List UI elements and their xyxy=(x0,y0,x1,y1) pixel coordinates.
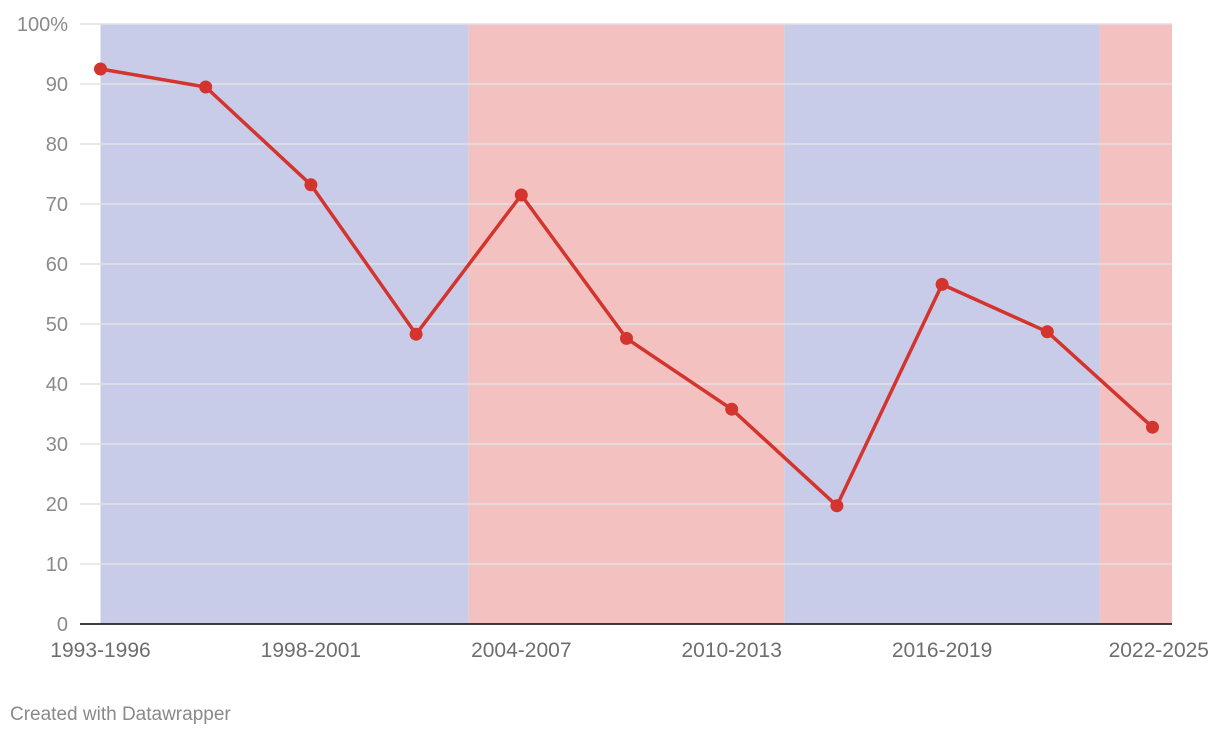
y-tick-label: 80 xyxy=(46,134,68,156)
data-point xyxy=(830,499,844,513)
x-tick-label: 2010-2013 xyxy=(681,639,781,662)
data-point xyxy=(1040,325,1054,339)
data-point xyxy=(620,331,633,345)
x-tick-label: 1993-1996 xyxy=(50,639,150,662)
y-axis-labels: 0 10 20 30 40 50 60 70 80 90 100% xyxy=(17,14,68,636)
x-axis-labels: 1993-1996 1998-2001 2004-2007 2010-2013 2016… xyxy=(50,639,1209,662)
y-tick-label: 0 xyxy=(57,614,68,636)
y-tick-label: 20 xyxy=(46,494,68,516)
data-point xyxy=(304,178,318,192)
y-tick-label: 50 xyxy=(46,314,68,336)
y-tick-label: 30 xyxy=(46,434,68,456)
y-tick-label: 70 xyxy=(46,194,68,216)
x-tick-label: 2016-2019 xyxy=(892,639,992,662)
y-tick-label: 60 xyxy=(46,254,68,276)
y-tick-label: 100% xyxy=(17,14,68,36)
data-point xyxy=(199,80,213,94)
data-point xyxy=(725,402,739,416)
series-points xyxy=(94,62,1159,513)
data-point xyxy=(935,277,949,291)
data-point xyxy=(514,188,528,202)
x-tick-label: 2022-2025 xyxy=(1109,639,1209,662)
data-point xyxy=(1146,420,1159,434)
x-tick-label: 1998-2001 xyxy=(261,639,361,662)
y-tick-label: 40 xyxy=(46,374,68,396)
data-point xyxy=(94,62,107,76)
y-gridlines xyxy=(80,23,1172,565)
y-tick-label: 10 xyxy=(46,554,68,576)
x-tick-label: 2004-2007 xyxy=(471,639,571,662)
y-tick-label: 90 xyxy=(46,74,68,96)
credit-text: Created with Datawrapper xyxy=(10,704,231,725)
data-point xyxy=(409,327,423,341)
